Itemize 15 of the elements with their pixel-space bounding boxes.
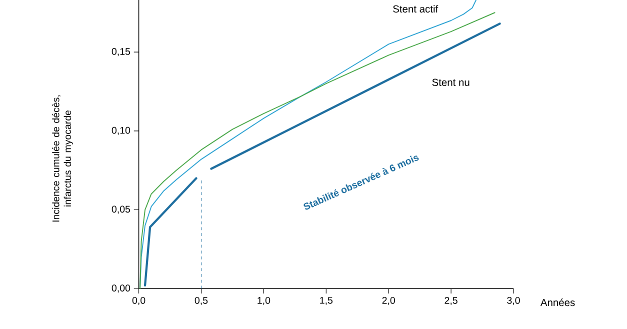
x-tick-label: 1,0 xyxy=(258,297,270,306)
x-tick-label: 1,5 xyxy=(320,297,333,306)
x-tick-label: 3,0 xyxy=(507,297,520,306)
x-tick-label: 0,0 xyxy=(132,297,146,306)
x-tick-label: 2,5 xyxy=(444,297,458,306)
y-axis-title: Incidence cumulée de décès, infarctus du myocarde xyxy=(52,96,73,222)
y-tick-label: 0,05 xyxy=(112,206,130,214)
series-label: Stent actif xyxy=(393,5,438,13)
x-tick-label: 2,0 xyxy=(382,297,395,306)
y-tick-label: 0,15 xyxy=(112,48,130,56)
x-tick-label: 0,5 xyxy=(194,297,208,306)
y-tick-label: 0,10 xyxy=(112,127,130,136)
series-label: Stent nu xyxy=(432,78,470,86)
x-axis-title: Années xyxy=(540,298,575,306)
y-tick-label: 0,00 xyxy=(112,284,130,293)
